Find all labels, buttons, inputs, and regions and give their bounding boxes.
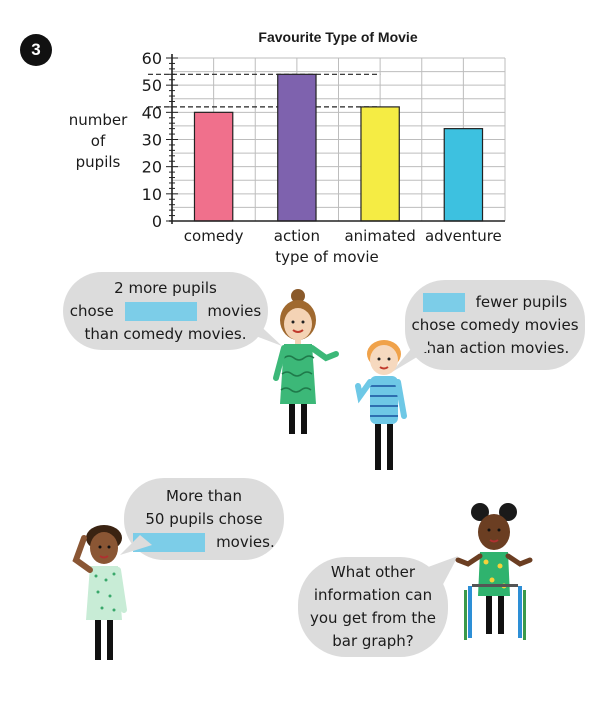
bubble-2-line-1: fewer pupils (422, 291, 568, 314)
girl-wheelchair-illustration (455, 503, 533, 640)
bubble-1-tail (240, 318, 282, 346)
boy-curly-hair-illustration (72, 525, 127, 660)
speech-bubble-2: fewer pupils chose comedy movies than ac… (405, 280, 585, 370)
x-axis-label: type of movie (275, 248, 379, 266)
y-tick-label: 10 (142, 185, 162, 204)
bubble-1-line-3: than comedy movies. (84, 324, 247, 343)
speech-bubble-3: More than 50 pupils chose movies. (124, 478, 284, 560)
bar-action (277, 73, 317, 222)
bubble-2-line-1-post: fewer pupils (475, 292, 568, 311)
reference-lines (148, 73, 381, 108)
bubble-1-line-2: chose movies (70, 300, 261, 323)
question-number-badge: 3 (20, 34, 52, 66)
bar-chart: Favourite Type of Movie number of pupils 0… (69, 29, 506, 266)
answer-blank-2[interactable] (422, 292, 465, 312)
bubble-2-line-2: chose comedy movies (411, 315, 579, 334)
girl-green-dress-illustration (273, 289, 339, 434)
x-tick-label: animated (344, 227, 415, 245)
y-axis-label-line: pupils (76, 153, 121, 171)
bubble-2-tail (392, 338, 432, 372)
y-tick-label: 0 (152, 212, 162, 231)
bubble-3-line-1: More than (165, 486, 243, 505)
bubble-3-line-3: movies. (133, 531, 275, 554)
bubble-4-line-4: bar graph? (332, 632, 414, 650)
x-tick-labels: comedy action animated adventure (184, 227, 502, 245)
speech-bubble-1: 2 more pupils chose movies than comedy m… (63, 272, 268, 350)
bubble-1-line-2-post: movies (207, 301, 262, 320)
y-tick-label: 50 (142, 76, 162, 95)
bar-comedy (193, 111, 234, 222)
y-tick-label: 30 (142, 131, 162, 150)
bubble-4-line-2: information can (313, 586, 433, 604)
bubble-3-line-2: 50 pupils chose (145, 509, 263, 528)
y-tick-label: 40 (142, 103, 162, 122)
bubble-3-line-3-post: movies. (216, 532, 275, 551)
bubble-1-line-2-pre: chose (69, 301, 114, 320)
bubble-2-line-3: than action movies. (420, 338, 570, 357)
bar-animated (360, 106, 400, 222)
y-tick-label: 60 (142, 49, 162, 68)
bubble-4-line-1: What other (330, 563, 416, 581)
x-tick-label: comedy (184, 227, 244, 245)
chart-title: Favourite Type of Movie (258, 29, 417, 45)
bubble-4-tail (420, 556, 458, 590)
chart-axes (166, 54, 505, 224)
y-axis-label-line: of (91, 132, 106, 150)
chart-bars (193, 73, 484, 222)
x-tick-label: action (274, 227, 320, 245)
y-tick-labels: 0 10 20 30 40 50 60 (142, 49, 162, 231)
speech-bubble-4: What other information can you get from … (298, 557, 448, 657)
y-tick-label: 20 (142, 158, 162, 177)
bar-adventure (443, 128, 484, 222)
y-axis-label: number of pupils (69, 111, 128, 171)
bubble-1-line-1: 2 more pupils (114, 278, 217, 297)
bubble-4-line-3: you get from the (309, 609, 437, 627)
answer-blank-1[interactable] (124, 301, 197, 321)
bubble-3-tail (120, 535, 152, 555)
answer-blank-3[interactable] (133, 532, 206, 552)
boy-blue-jumper-illustration (355, 340, 407, 470)
x-tick-label: adventure (425, 227, 502, 245)
y-axis-label-line: number (69, 111, 128, 129)
